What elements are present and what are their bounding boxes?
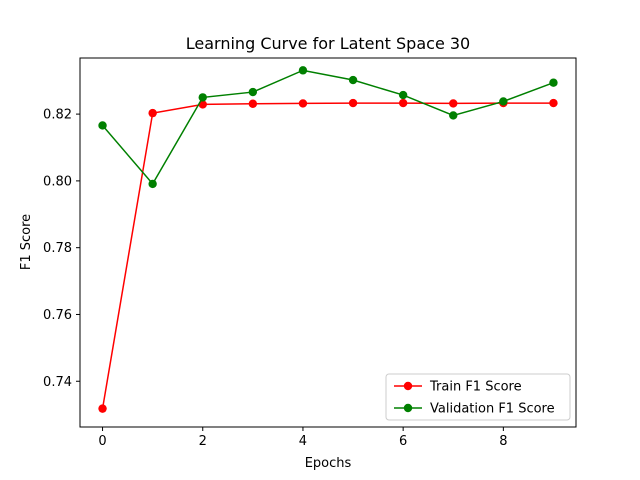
x-tick-label: 4 [299, 434, 307, 449]
y-tick-label: 0.80 [43, 174, 72, 189]
y-tick-label: 0.76 [43, 308, 72, 323]
data-point [398, 90, 408, 100]
legend: Train F1 Score Validation F1 Score [385, 373, 571, 421]
y-tick-label: 0.74 [43, 375, 72, 390]
data-point [148, 108, 157, 118]
data-point [549, 78, 558, 87]
data-point [449, 111, 458, 120]
y-tick-label: 0.82 [43, 108, 72, 123]
data-point [98, 121, 107, 130]
data-point [198, 93, 207, 102]
x-tick-label: 8 [499, 434, 507, 449]
data-point [449, 99, 458, 108]
data-point [549, 98, 558, 108]
data-point [298, 66, 308, 75]
legend-marker [403, 381, 413, 391]
data-point [499, 97, 508, 106]
y-axis-ticks: 0.74 0.76 0.78 0.80 0.82 [43, 108, 80, 390]
series-layer [98, 66, 558, 413]
x-tick-label: 6 [399, 434, 407, 449]
x-tick-label: 0 [98, 434, 106, 449]
data-point [298, 99, 308, 108]
series-line [101, 102, 554, 409]
x-axis-label: Epochs [305, 456, 352, 471]
data-point [148, 179, 157, 189]
data-point [398, 98, 408, 108]
chart-title: Learning Curve for Latent Space 30 [186, 34, 470, 53]
series-1 [98, 66, 558, 189]
x-axis-ticks: 0 2 4 6 8 [98, 427, 507, 449]
data-point [348, 75, 358, 85]
y-tick-label: 0.78 [43, 241, 72, 256]
data-point [98, 404, 107, 413]
legend-box [385, 373, 571, 421]
data-point [248, 87, 258, 97]
legend-marker [403, 403, 413, 413]
data-point [248, 99, 258, 108]
plot-frame [79, 57, 577, 428]
data-point [348, 98, 358, 108]
series-line [101, 69, 554, 186]
y-axis-label: F1 Score [19, 214, 34, 270]
legend-label: Validation F1 Score [430, 402, 555, 417]
x-tick-label: 2 [199, 434, 207, 449]
legend-label: Train F1 Score [429, 380, 522, 395]
